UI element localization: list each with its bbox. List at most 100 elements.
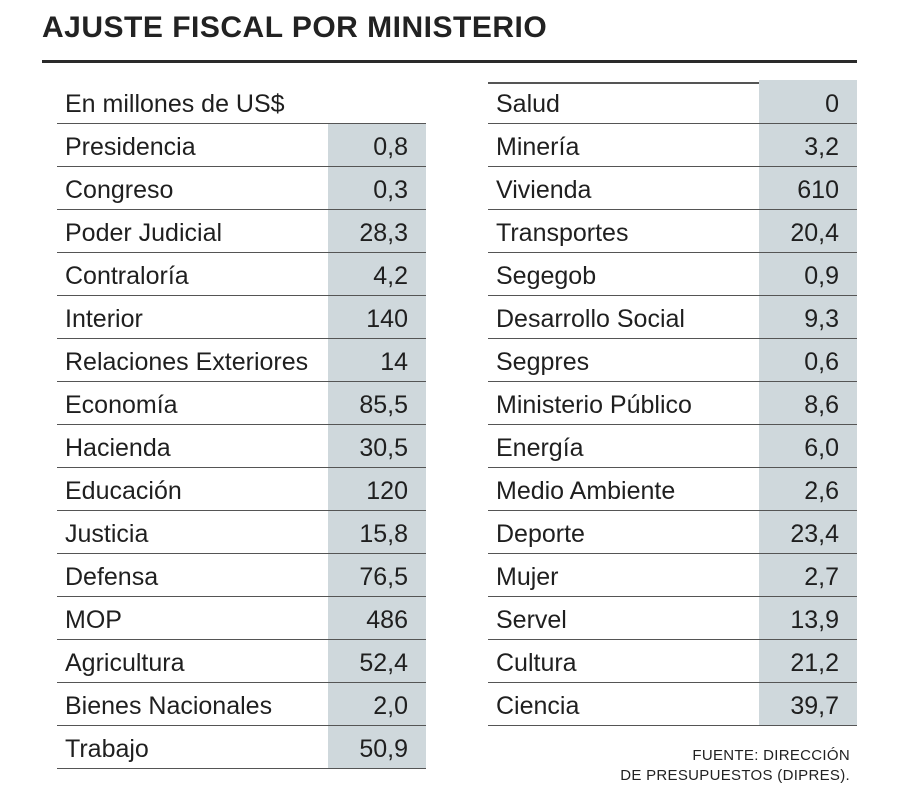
ministry-value: 486 [328, 596, 426, 640]
table-row: Segpres 0,6 [488, 338, 857, 382]
ministry-name: Defensa [57, 553, 328, 597]
title-rule [42, 60, 857, 63]
table-row: Contraloría 4,2 [57, 252, 426, 296]
unit-row: En millones de US$ [57, 80, 426, 124]
ministry-name: Congreso [57, 166, 328, 210]
ministry-value: 21,2 [759, 639, 857, 683]
ministry-name: Poder Judicial [57, 209, 328, 253]
ministry-name: Bienes Nacionales [57, 682, 328, 726]
ministry-value: 50,9 [328, 725, 426, 769]
table-row: Justicia 15,8 [57, 510, 426, 554]
table-row: Desarrollo Social 9,3 [488, 295, 857, 339]
ministry-value: 9,3 [759, 295, 857, 339]
table-row: Educación 120 [57, 467, 426, 511]
ministry-value: 2,6 [759, 467, 857, 511]
ministry-name: Transportes [488, 209, 759, 253]
ministry-name: Segpres [488, 338, 759, 382]
table-row: Deporte 23,4 [488, 510, 857, 554]
ministry-name: Ciencia [488, 682, 759, 726]
unit-spacer [328, 80, 426, 124]
ministry-value: 610 [759, 166, 857, 210]
ministry-value: 0 [759, 80, 857, 124]
ministry-name: Segegob [488, 252, 759, 296]
table-row: Transportes 20,4 [488, 209, 857, 253]
ministry-value: 23,4 [759, 510, 857, 554]
ministry-value: 0,3 [328, 166, 426, 210]
ministry-name: Agricultura [57, 639, 328, 683]
table-row: Presidencia 0,8 [57, 123, 426, 167]
table-row: Minería 3,2 [488, 123, 857, 167]
ministry-name: Energía [488, 424, 759, 468]
ministry-name: Relaciones Exteriores [57, 338, 328, 382]
source-line-2: DE PRESUPUESTOS (DIPRES). [620, 767, 850, 784]
table-row: Vivienda 610 [488, 166, 857, 210]
table-row: Poder Judicial 28,3 [57, 209, 426, 253]
ministry-value: 8,6 [759, 381, 857, 425]
table-row: Servel 13,9 [488, 596, 857, 640]
ministry-value: 52,4 [328, 639, 426, 683]
table-row: Trabajo 50,9 [57, 725, 426, 769]
ministry-name: Educación [57, 467, 328, 511]
table-row: Cultura 21,2 [488, 639, 857, 683]
ministry-value: 30,5 [328, 424, 426, 468]
ministry-name: Deporte [488, 510, 759, 554]
ministry-value: 39,7 [759, 682, 857, 726]
table-row: Segegob 0,9 [488, 252, 857, 296]
ministry-name: Interior [57, 295, 328, 339]
table-row: Relaciones Exteriores 14 [57, 338, 426, 382]
unit-label: En millones de US$ [57, 80, 328, 124]
ministry-name: Salud [488, 80, 759, 124]
ministry-name: Economía [57, 381, 328, 425]
ministry-value: 13,9 [759, 596, 857, 640]
ministry-value: 76,5 [328, 553, 426, 597]
ministry-name: Mujer [488, 553, 759, 597]
ministry-value: 28,3 [328, 209, 426, 253]
table-row: Hacienda 30,5 [57, 424, 426, 468]
ministry-value: 2,7 [759, 553, 857, 597]
ministry-name: Contraloría [57, 252, 328, 296]
table-row: Mujer 2,7 [488, 553, 857, 597]
ministry-value: 6,0 [759, 424, 857, 468]
ministry-name: Justicia [57, 510, 328, 554]
table-row: Congreso 0,3 [57, 166, 426, 210]
table-row: Defensa 76,5 [57, 553, 426, 597]
ministry-name: Servel [488, 596, 759, 640]
table-row: Ministerio Público 8,6 [488, 381, 857, 425]
ministry-value: 14 [328, 338, 426, 382]
source-note: FUENTE: DIRECCIÓN DE PRESUPUESTOS (DIPRE… [620, 746, 850, 786]
ministry-name: Medio Ambiente [488, 467, 759, 511]
ministry-name: Presidencia [57, 123, 328, 167]
table-row: Medio Ambiente 2,6 [488, 467, 857, 511]
ministry-value: 2,0 [328, 682, 426, 726]
table-row: Bienes Nacionales 2,0 [57, 682, 426, 726]
ministry-name: Hacienda [57, 424, 328, 468]
table-row: Economía 85,5 [57, 381, 426, 425]
chart-title: AJUSTE FISCAL POR MINISTERIO [42, 11, 548, 44]
ministry-value: 20,4 [759, 209, 857, 253]
ministry-value: 0,8 [328, 123, 426, 167]
table-row: MOP 486 [57, 596, 426, 640]
ministry-value: 0,6 [759, 338, 857, 382]
table-left: En millones de US$ Presidencia 0,8 Congres… [57, 80, 426, 769]
ministry-name: Vivienda [488, 166, 759, 210]
source-line-1: FUENTE: DIRECCIÓN [692, 747, 850, 764]
ministry-value: 3,2 [759, 123, 857, 167]
table-row: Ciencia 39,7 [488, 682, 857, 726]
ministry-name: Minería [488, 123, 759, 167]
ministry-name: Desarrollo Social [488, 295, 759, 339]
table-row: Agricultura 52,4 [57, 639, 426, 683]
table-row: Salud 0 [488, 80, 857, 124]
ministry-value: 15,8 [328, 510, 426, 554]
ministry-value: 85,5 [328, 381, 426, 425]
ministry-value: 140 [328, 295, 426, 339]
ministry-name: MOP [57, 596, 328, 640]
table-row: Interior 140 [57, 295, 426, 339]
ministry-value: 0,9 [759, 252, 857, 296]
ministry-value: 4,2 [328, 252, 426, 296]
ministry-value: 120 [328, 467, 426, 511]
ministry-name: Trabajo [57, 725, 328, 769]
ministry-name: Cultura [488, 639, 759, 683]
ministry-name: Ministerio Público [488, 381, 759, 425]
table-right: Salud 0 Minería 3,2 Vivienda 610 Transportes 20… [488, 80, 857, 726]
table-row: Energía 6,0 [488, 424, 857, 468]
